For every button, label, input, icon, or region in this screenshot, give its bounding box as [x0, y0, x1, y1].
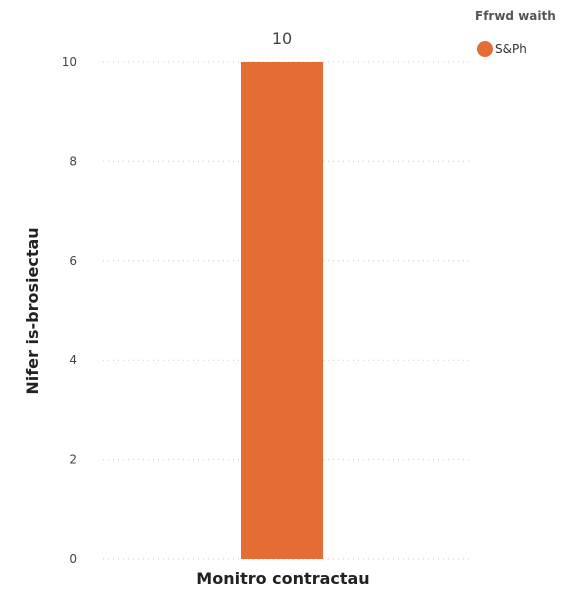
legend-title: Ffrwd waith	[475, 9, 556, 23]
bar	[241, 62, 323, 559]
bars	[241, 62, 323, 559]
x-axis-title: Monitro contractau	[196, 569, 369, 588]
legend: Ffrwd waith S&Ph	[475, 9, 556, 57]
y-tick-label: 8	[69, 154, 77, 168]
y-axis-ticks: 0 2 4 6 8 10	[62, 55, 77, 566]
legend-item-label: S&Ph	[495, 42, 527, 56]
y-axis-title: Nifer is-brosiectau	[23, 227, 42, 394]
y-tick-label: 2	[69, 453, 77, 467]
data-labels: 10	[272, 29, 292, 48]
legend-items: S&Ph	[477, 41, 527, 57]
legend-marker	[477, 41, 493, 57]
y-tick-label: 6	[69, 254, 77, 268]
bar-data-label: 10	[272, 29, 292, 48]
y-tick-label: 0	[69, 552, 77, 566]
y-tick-label: 4	[69, 353, 77, 367]
y-tick-label: 10	[62, 55, 77, 69]
gridlines	[103, 61, 470, 560]
